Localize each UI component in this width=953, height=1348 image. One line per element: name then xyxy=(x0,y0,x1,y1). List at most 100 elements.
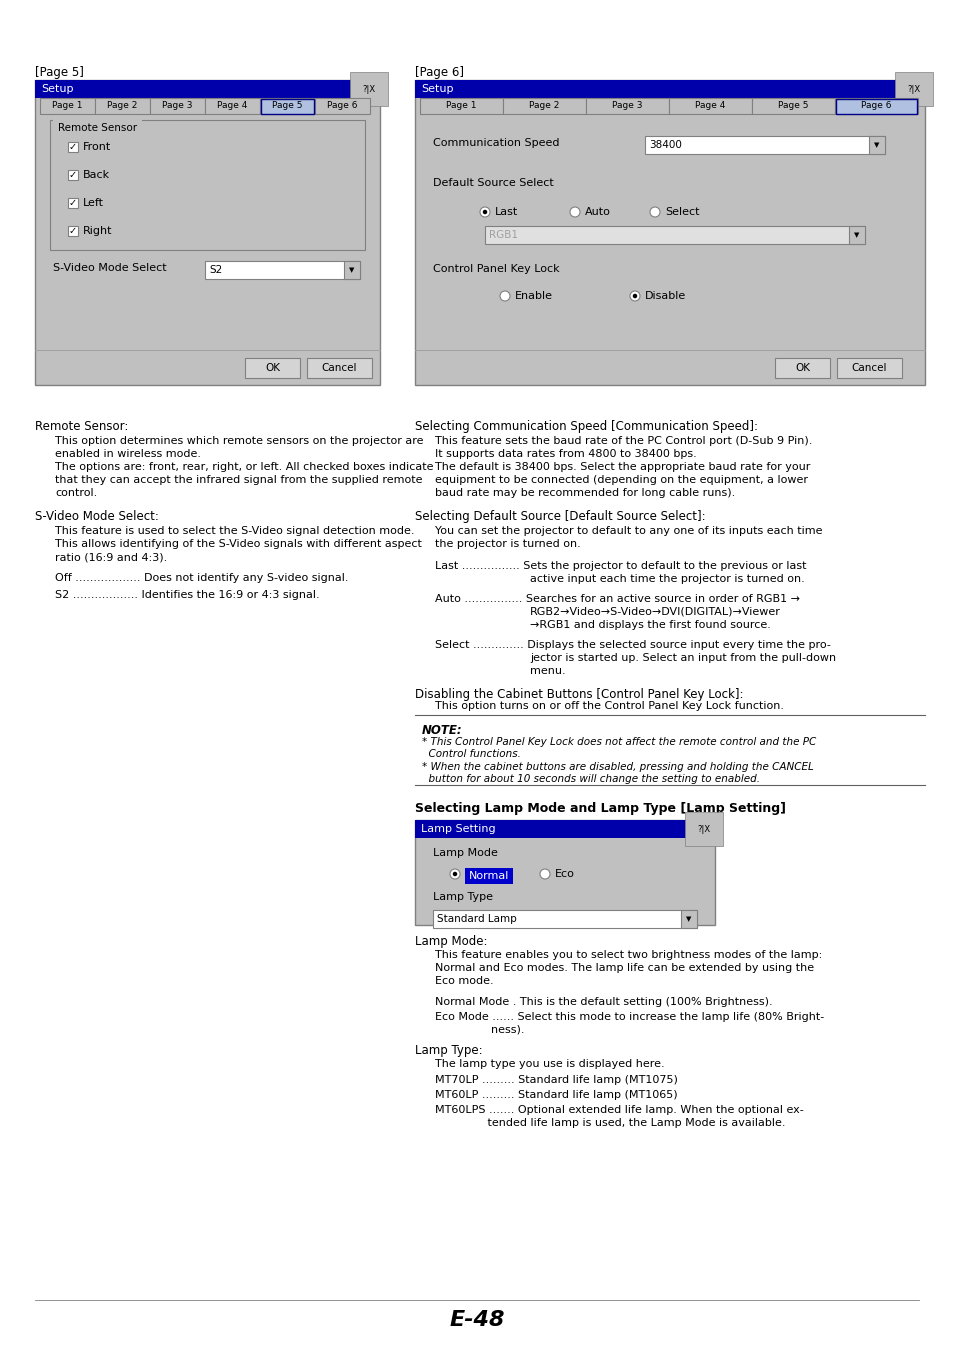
Text: This option determines which remote sensors on the projector are: This option determines which remote sens… xyxy=(55,435,423,446)
Text: Lamp Mode:: Lamp Mode: xyxy=(415,936,487,948)
Bar xyxy=(835,98,916,115)
Bar xyxy=(260,98,314,115)
Text: Cancel: Cancel xyxy=(851,363,886,373)
Bar xyxy=(774,359,829,377)
Text: Off .................. Does not identify any S-video signal.: Off .................. Does not identify… xyxy=(55,573,348,582)
Text: Normal and Eco modes. The lamp life can be extended by using the: Normal and Eco modes. The lamp life can … xyxy=(435,962,813,973)
Text: Last ................ Sets the projector to default to the previous or last: Last ................ Sets the projector… xyxy=(435,561,805,572)
Text: ness).: ness). xyxy=(435,1024,524,1035)
Bar xyxy=(836,359,901,377)
Text: Eco mode.: Eco mode. xyxy=(435,976,493,985)
Circle shape xyxy=(453,872,456,876)
Bar xyxy=(40,98,95,115)
Text: Selecting Communication Speed [Communication Speed]:: Selecting Communication Speed [Communica… xyxy=(415,421,758,433)
Text: MT60LP ......... Standard life lamp (MT1065): MT60LP ......... Standard life lamp (MT1… xyxy=(435,1091,677,1100)
Text: This option turns on or off the Control Panel Key Lock function.: This option turns on or off the Control … xyxy=(435,701,783,710)
Text: Communication Speed: Communication Speed xyxy=(433,137,558,148)
Text: Eco Mode ...... Select this mode to increase the lamp life (80% Bright-: Eco Mode ...... Select this mode to incr… xyxy=(435,1012,823,1022)
Text: ratio (16:9 and 4:3).: ratio (16:9 and 4:3). xyxy=(55,551,167,562)
Bar xyxy=(205,98,260,115)
Text: NOTE:: NOTE: xyxy=(421,724,462,737)
Text: RGB1: RGB1 xyxy=(489,231,517,240)
Text: Lamp Mode: Lamp Mode xyxy=(433,848,497,857)
Text: ?|X: ?|X xyxy=(907,85,920,93)
Text: Front: Front xyxy=(83,142,112,152)
Text: The options are: front, rear, right, or left. All checked boxes indicate: The options are: front, rear, right, or … xyxy=(55,462,433,472)
Text: Lamp Setting: Lamp Setting xyxy=(420,824,496,834)
Text: S2: S2 xyxy=(209,266,222,275)
Text: Page 2: Page 2 xyxy=(107,101,137,111)
Text: * This Control Panel Key Lock does not affect the remote control and the PC: * This Control Panel Key Lock does not a… xyxy=(421,737,816,747)
Circle shape xyxy=(629,291,639,301)
Bar xyxy=(680,910,697,927)
Text: jector is started up. Select an input from the pull-down: jector is started up. Select an input fr… xyxy=(530,652,835,663)
Text: OK: OK xyxy=(265,363,280,373)
Text: →RGB1 and displays the first found source.: →RGB1 and displays the first found sourc… xyxy=(530,620,770,630)
Bar xyxy=(415,820,714,838)
Text: ▼: ▼ xyxy=(854,232,859,239)
Text: tended life lamp is used, the Lamp Mode is available.: tended life lamp is used, the Lamp Mode … xyxy=(435,1117,784,1128)
Text: Standard Lamp: Standard Lamp xyxy=(436,914,517,923)
Text: S2 .................. Identifies the 16:9 or 4:3 signal.: S2 .................. Identifies the 16:… xyxy=(55,590,319,600)
Text: This feature is used to select the S-Video signal detection mode.: This feature is used to select the S-Vid… xyxy=(55,526,414,537)
Text: ?|X: ?|X xyxy=(362,85,375,93)
Text: This feature sets the baud rate of the PC Control port (D-Sub 9 Pin).: This feature sets the baud rate of the P… xyxy=(435,435,812,446)
Text: Left: Left xyxy=(83,198,104,208)
Text: Normal: Normal xyxy=(468,871,509,882)
Text: Setup: Setup xyxy=(420,84,453,94)
Bar xyxy=(415,820,714,925)
Text: Remote Sensor:: Remote Sensor: xyxy=(35,421,129,433)
Text: Page 1: Page 1 xyxy=(52,101,83,111)
Text: that they can accept the infrared signal from the supplied remote: that they can accept the infrared signal… xyxy=(55,474,422,485)
Text: 38400: 38400 xyxy=(648,140,681,150)
Text: Disable: Disable xyxy=(644,291,685,301)
Circle shape xyxy=(569,208,579,217)
Text: equipment to be connected (depending on the equipment, a lower: equipment to be connected (depending on … xyxy=(435,474,807,485)
Circle shape xyxy=(450,869,459,879)
Text: MT70LP ......... Standard life lamp (MT1075): MT70LP ......... Standard life lamp (MT1… xyxy=(435,1074,678,1085)
Bar xyxy=(307,359,372,377)
Text: Selecting Lamp Mode and Lamp Type [Lamp Setting]: Selecting Lamp Mode and Lamp Type [Lamp … xyxy=(415,802,785,816)
Text: Enable: Enable xyxy=(515,291,553,301)
Text: ✓: ✓ xyxy=(69,142,77,152)
Text: the projector is turned on.: the projector is turned on. xyxy=(435,539,580,549)
Text: [Page 5]: [Page 5] xyxy=(35,66,84,80)
Bar xyxy=(205,262,359,279)
Circle shape xyxy=(499,291,510,301)
Text: S-Video Mode Select:: S-Video Mode Select: xyxy=(35,510,159,523)
Text: Setup: Setup xyxy=(41,84,73,94)
Text: S-Video Mode Select: S-Video Mode Select xyxy=(53,263,167,274)
Circle shape xyxy=(482,210,487,214)
Bar xyxy=(751,98,834,115)
Text: Page 3: Page 3 xyxy=(612,101,642,111)
Text: Cancel: Cancel xyxy=(321,363,356,373)
Bar xyxy=(245,359,299,377)
Text: Select .............. Displays the selected source input every time the pro-: Select .............. Displays the selec… xyxy=(435,640,830,650)
Bar xyxy=(68,142,78,152)
Text: Page 6: Page 6 xyxy=(861,101,891,111)
Text: ?|X: ?|X xyxy=(698,825,710,833)
Text: Eco: Eco xyxy=(555,869,575,879)
Bar xyxy=(261,98,314,115)
Bar xyxy=(668,98,751,115)
Bar xyxy=(834,98,917,115)
Text: ▼: ▼ xyxy=(873,142,879,148)
Text: Disabling the Cabinet Buttons [Control Panel Key Lock]:: Disabling the Cabinet Buttons [Control P… xyxy=(415,687,742,701)
Text: OK: OK xyxy=(794,363,809,373)
Text: MT60LPS ....... Optional extended life lamp. When the optional ex-: MT60LPS ....... Optional extended life l… xyxy=(435,1105,803,1115)
Text: [Page 6]: [Page 6] xyxy=(415,66,463,80)
Text: Last: Last xyxy=(495,208,517,217)
Circle shape xyxy=(539,869,550,879)
Text: RGB2→Video→S-Video→DVI(DIGITAL)→Viewer: RGB2→Video→S-Video→DVI(DIGITAL)→Viewer xyxy=(530,607,781,617)
Circle shape xyxy=(479,208,490,217)
Bar xyxy=(585,98,668,115)
Text: Page 1: Page 1 xyxy=(446,101,476,111)
Text: Remote Sensor: Remote Sensor xyxy=(58,123,137,133)
Text: The lamp type you use is displayed here.: The lamp type you use is displayed here. xyxy=(435,1060,664,1069)
Text: It supports data rates from 4800 to 38400 bps.: It supports data rates from 4800 to 3840… xyxy=(435,449,696,460)
Text: This feature enables you to select two brightness modes of the lamp:: This feature enables you to select two b… xyxy=(435,950,821,960)
Bar xyxy=(68,226,78,236)
Bar xyxy=(95,98,150,115)
Bar xyxy=(68,198,78,208)
Text: You can set the projector to default to any one of its inputs each time: You can set the projector to default to … xyxy=(435,526,821,537)
